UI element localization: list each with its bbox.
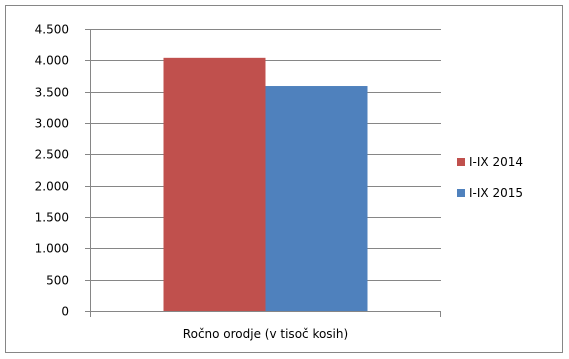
y-tick-label: 2.000 bbox=[35, 180, 69, 194]
y-tick-label: 4.000 bbox=[35, 54, 69, 68]
y-tick-label: 3.500 bbox=[35, 86, 69, 100]
y-tick-label: 4.500 bbox=[35, 23, 69, 37]
legend-label: I-IX 2015 bbox=[469, 186, 523, 200]
bar-i-ix-2014-0 bbox=[163, 57, 266, 312]
y-tick-label: 500 bbox=[46, 274, 69, 288]
legend-label: I-IX 2014 bbox=[469, 155, 523, 169]
y-tick-label: 1.500 bbox=[35, 211, 69, 225]
bar-i-ix-2015-0 bbox=[265, 86, 368, 311]
labels: 0 500 1.000 1.500 2.000 2.500 3.000 3.500 4.000 4… bbox=[35, 23, 349, 342]
legend-swatch bbox=[457, 158, 465, 166]
legend: I-IX 2014 I-IX 2015 bbox=[457, 155, 523, 200]
y-tick-label: 3.000 bbox=[35, 117, 69, 131]
legend-swatch bbox=[457, 189, 465, 197]
axes bbox=[85, 29, 441, 317]
y-tick-label: 0 bbox=[61, 305, 69, 319]
bars bbox=[163, 57, 368, 312]
y-tick-label: 2.500 bbox=[35, 148, 69, 162]
x-category-label: Ročno orodje (v tisoč kosih) bbox=[183, 327, 348, 341]
y-tick-label: 1.000 bbox=[35, 242, 69, 256]
